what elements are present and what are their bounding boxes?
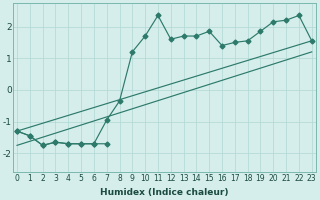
X-axis label: Humidex (Indice chaleur): Humidex (Indice chaleur) xyxy=(100,188,228,197)
